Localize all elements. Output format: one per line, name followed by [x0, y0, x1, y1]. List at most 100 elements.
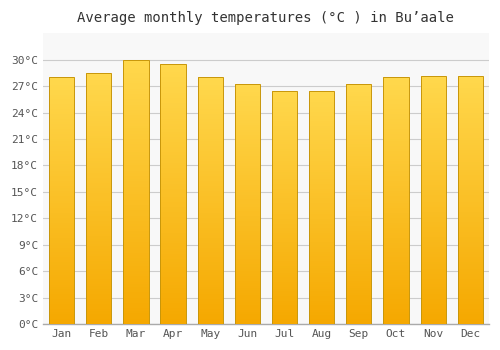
Bar — [458, 162, 483, 165]
Bar — [420, 123, 446, 125]
Bar — [309, 254, 334, 256]
Bar — [198, 102, 223, 104]
Bar — [420, 215, 446, 217]
Bar — [420, 96, 446, 98]
Bar — [198, 322, 223, 324]
Bar — [272, 263, 297, 266]
Bar — [309, 275, 334, 277]
Bar — [49, 225, 74, 228]
Bar — [346, 99, 372, 101]
Bar — [123, 113, 148, 115]
Bar — [458, 76, 483, 324]
Bar — [234, 125, 260, 127]
Bar — [123, 70, 148, 73]
Bar — [234, 180, 260, 183]
Bar — [123, 171, 148, 173]
Bar — [346, 178, 372, 180]
Bar — [458, 180, 483, 182]
Bar — [272, 200, 297, 203]
Bar — [86, 78, 112, 80]
Bar — [384, 322, 408, 324]
Bar — [198, 282, 223, 285]
Bar — [123, 160, 148, 163]
Bar — [123, 300, 148, 303]
Bar — [272, 210, 297, 212]
Bar — [198, 243, 223, 245]
Bar — [160, 251, 186, 254]
Bar — [86, 153, 112, 156]
Bar — [346, 161, 372, 163]
Bar — [160, 124, 186, 126]
Bar — [160, 244, 186, 246]
Bar — [49, 80, 74, 82]
Bar — [384, 87, 408, 90]
Bar — [309, 142, 334, 144]
Bar — [272, 287, 297, 289]
Bar — [234, 286, 260, 288]
Bar — [49, 233, 74, 235]
Bar — [86, 236, 112, 239]
Bar — [272, 107, 297, 109]
Bar — [160, 238, 186, 241]
Bar — [458, 299, 483, 302]
Bar — [160, 225, 186, 228]
Bar — [49, 104, 74, 107]
Bar — [384, 196, 408, 198]
Bar — [160, 210, 186, 212]
Bar — [49, 270, 74, 272]
Bar — [346, 279, 372, 281]
Bar — [272, 273, 297, 275]
Bar — [420, 262, 446, 264]
Bar — [420, 217, 446, 220]
Bar — [123, 197, 148, 200]
Bar — [234, 266, 260, 269]
Bar — [123, 94, 148, 97]
Bar — [420, 78, 446, 80]
Bar — [198, 208, 223, 211]
Bar — [420, 289, 446, 292]
Bar — [198, 319, 223, 322]
Bar — [420, 145, 446, 148]
Bar — [86, 168, 112, 171]
Bar — [272, 252, 297, 254]
Bar — [272, 240, 297, 242]
Bar — [384, 181, 408, 183]
Bar — [86, 276, 112, 279]
Bar — [309, 151, 334, 154]
Bar — [86, 322, 112, 324]
Bar — [49, 186, 74, 188]
Bar — [458, 123, 483, 125]
Bar — [86, 194, 112, 196]
Bar — [458, 319, 483, 322]
Bar — [384, 245, 408, 247]
Bar — [420, 135, 446, 138]
Bar — [49, 117, 74, 119]
Bar — [309, 128, 334, 130]
Bar — [123, 245, 148, 247]
Bar — [458, 98, 483, 100]
Bar — [123, 110, 148, 113]
Bar — [420, 138, 446, 140]
Bar — [86, 307, 112, 309]
Bar — [198, 299, 223, 302]
Bar — [123, 292, 148, 295]
Bar — [458, 133, 483, 135]
Bar — [420, 284, 446, 287]
Bar — [420, 292, 446, 294]
Bar — [160, 212, 186, 215]
Bar — [420, 264, 446, 267]
Bar — [234, 293, 260, 295]
Bar — [458, 93, 483, 96]
Bar — [384, 82, 408, 85]
Bar — [234, 274, 260, 276]
Bar — [234, 89, 260, 91]
Bar — [309, 240, 334, 242]
Bar — [86, 161, 112, 163]
Bar — [272, 130, 297, 133]
Bar — [49, 77, 74, 80]
Bar — [86, 100, 112, 103]
Bar — [49, 282, 74, 285]
Bar — [86, 241, 112, 244]
Bar — [198, 225, 223, 228]
Bar — [160, 160, 186, 163]
